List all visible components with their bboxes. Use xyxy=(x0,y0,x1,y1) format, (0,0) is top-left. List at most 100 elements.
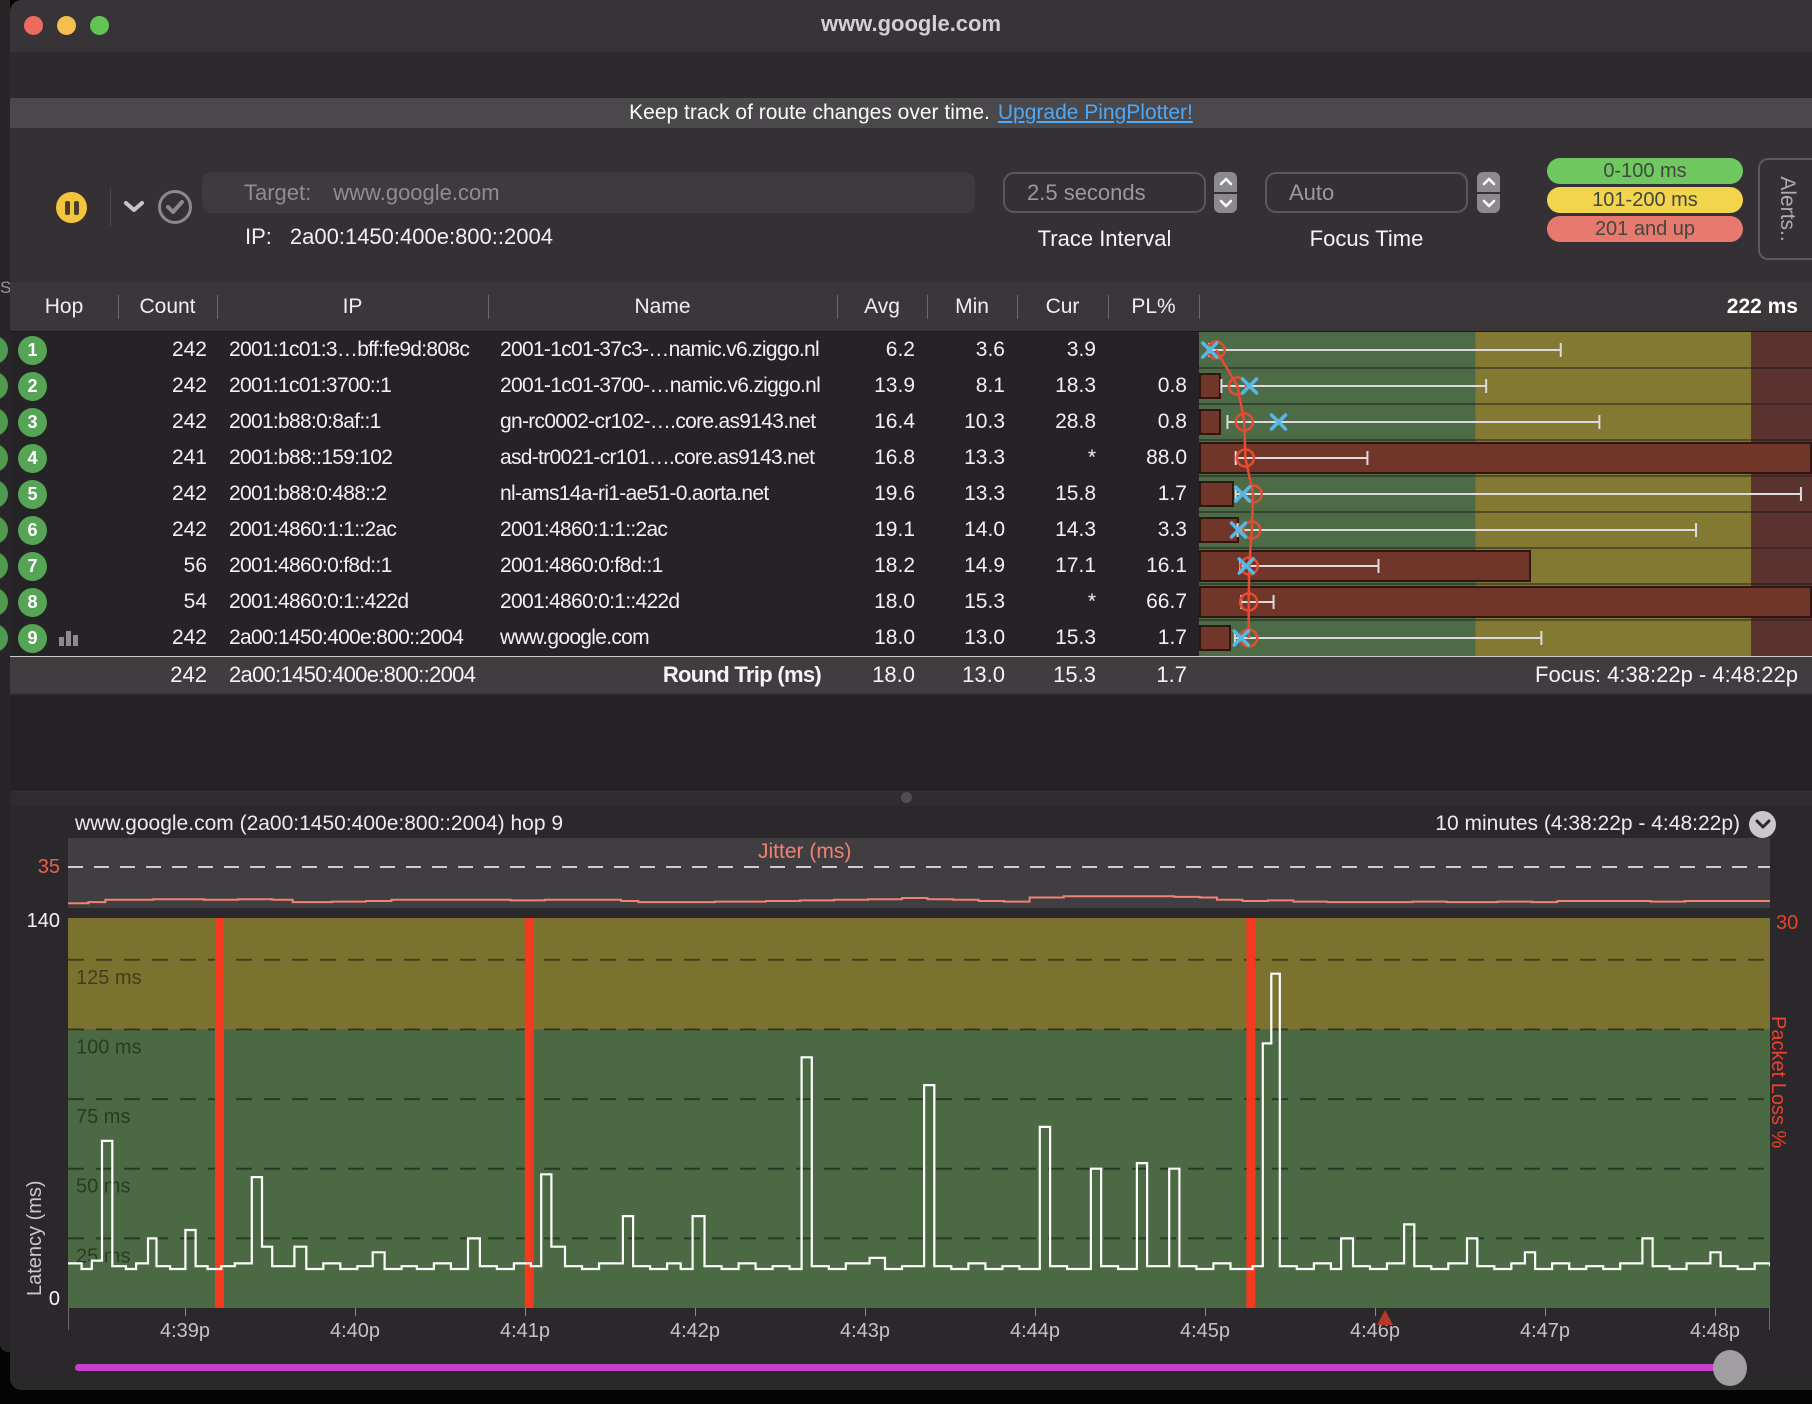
table-body: 12422001:1c01:3…bff:fe9d:808c2001-1c01-3… xyxy=(10,332,1812,656)
background-window-text: S xyxy=(0,278,10,298)
trace-interval-select[interactable]: 2.5 seconds xyxy=(1003,172,1206,213)
target-input-label: Target: xyxy=(244,180,311,206)
hop-number-badge: 1 xyxy=(18,336,47,365)
column-header-count[interactable]: Count xyxy=(118,282,217,331)
splitter-handle-icon[interactable] xyxy=(901,792,912,803)
hop-ip: 2001:4860:1:1::2ac xyxy=(217,512,488,548)
hop-graph-cell xyxy=(1199,512,1812,548)
column-header-cur[interactable]: Cur xyxy=(1017,282,1108,331)
hop-graph-cell xyxy=(1199,440,1812,476)
focus-time-stepper[interactable] xyxy=(1477,172,1500,213)
round-trip-count: 242 xyxy=(118,657,217,693)
latency-axis-max: 140 xyxy=(10,910,60,933)
round-trip-pl: 1.7 xyxy=(1108,657,1199,693)
hop-count: 242 xyxy=(118,404,217,440)
hop-name: www.google.com xyxy=(488,620,837,656)
stepper-up-icon[interactable] xyxy=(1214,172,1237,192)
hop-ip: 2001:1c01:3700::1 xyxy=(217,368,488,404)
background-hop-badge xyxy=(0,444,8,472)
round-trip-min: 13.0 xyxy=(927,657,1017,693)
time-tick-label: 4:44p xyxy=(990,1320,1080,1343)
panel-gap xyxy=(10,695,1812,789)
table-row-hop-8[interactable]: 8542001:4860:0:1::422d2001:4860:0:1::422… xyxy=(10,584,1812,620)
legend-pill: 201 and up xyxy=(1547,216,1743,242)
hop-pl: 0.8 xyxy=(1108,368,1199,404)
stepper-up-icon[interactable] xyxy=(1477,172,1500,192)
time-tick-label: 4:47p xyxy=(1500,1320,1590,1343)
upgrade-link[interactable]: Upgrade PingPlotter! xyxy=(998,101,1193,125)
hop-name: 2001-1c01-3700-…namic.v6.ziggo.nl xyxy=(488,368,837,404)
hop-min: 3.6 xyxy=(927,332,1017,368)
hop-graph-cell xyxy=(1199,368,1812,404)
column-header-name[interactable]: Name xyxy=(488,282,837,331)
round-trip-ip: 2a00:1450:400e:800::2004 xyxy=(217,657,488,693)
banner-text: Keep track of route changes over time. xyxy=(629,101,990,125)
hop-min: 13.3 xyxy=(927,476,1017,512)
chevron-down-icon[interactable] xyxy=(123,200,145,219)
jitter-chart: Jitter (ms) xyxy=(68,838,1770,908)
timeline-scrollbar[interactable] xyxy=(75,1364,1740,1371)
hop-graph-cell xyxy=(1199,584,1812,620)
table-row-hop-5[interactable]: 52422001:b88:0:488::2nl-ams14a-ri1-ae51-… xyxy=(10,476,1812,512)
svg-text:75 ms: 75 ms xyxy=(76,1106,130,1128)
trace-interval-stepper[interactable] xyxy=(1214,172,1237,213)
scrollbar-handle[interactable] xyxy=(1713,1350,1747,1386)
hop-min: 14.9 xyxy=(927,548,1017,584)
table-row-hop-6[interactable]: 62422001:4860:1:1::2ac2001:4860:1:1::2ac… xyxy=(10,512,1812,548)
legend-pill: 0-100 ms xyxy=(1547,158,1743,184)
trace-interval-label: Trace Interval xyxy=(953,226,1256,252)
table-row-hop-9[interactable]: 92422a00:1450:400e:800::2004www.google.c… xyxy=(10,620,1812,656)
stepper-down-icon[interactable] xyxy=(1477,194,1500,214)
column-header-min[interactable]: Min xyxy=(927,282,1017,331)
svg-text:25 ms: 25 ms xyxy=(76,1245,130,1267)
time-tick-label: 4:43p xyxy=(820,1320,910,1343)
time-tick-label: 4:41p xyxy=(480,1320,570,1343)
table-header: HopCountIPNameAvgMinCurPL%222 ms xyxy=(10,282,1812,332)
hop-avg: 13.9 xyxy=(837,368,927,404)
trace-status-icon[interactable] xyxy=(158,190,192,224)
hop-number-badge: 6 xyxy=(18,516,47,545)
background-hop-badge xyxy=(0,480,8,508)
hop-avg: 16.8 xyxy=(837,440,927,476)
column-header-ip[interactable]: IP xyxy=(217,282,488,331)
stepper-down-icon[interactable] xyxy=(1214,194,1237,214)
table-row-hop-4[interactable]: 42412001:b88::159:102asd-tr0021-cr101….c… xyxy=(10,440,1812,476)
hop-min: 13.3 xyxy=(927,440,1017,476)
hop-name: 2001:4860:0:1::422d xyxy=(488,584,837,620)
background-hop-badge xyxy=(0,336,8,364)
hop-pl: 88.0 xyxy=(1108,440,1199,476)
hop-graph-cell xyxy=(1199,332,1812,368)
hop-avg: 19.6 xyxy=(837,476,927,512)
table-row-hop-7[interactable]: 7562001:4860:0:f8d::12001:4860:0:f8d::11… xyxy=(10,548,1812,584)
latency-chart[interactable]: 125 ms100 ms75 ms50 ms25 ms xyxy=(68,918,1770,1308)
time-tick-label: 4:39p xyxy=(140,1320,230,1343)
focus-time-select[interactable]: Auto xyxy=(1265,172,1468,213)
column-header-avg[interactable]: Avg xyxy=(837,282,927,331)
pause-button[interactable] xyxy=(56,192,87,223)
table-row-hop-2[interactable]: 22422001:1c01:3700::12001-1c01-3700-…nam… xyxy=(10,368,1812,404)
hop-cur: 17.1 xyxy=(1017,548,1108,584)
hop-count: 54 xyxy=(118,584,217,620)
column-header-plpct[interactable]: PL% xyxy=(1108,282,1199,331)
time-tick-label: 4:46p xyxy=(1330,1320,1420,1343)
table-row-hop-3[interactable]: 32422001:b88:0:8af::1gn-rc0002-cr102-….c… xyxy=(10,404,1812,440)
timeline-range-label[interactable]: 10 minutes (4:38:22p - 4:48:22p) xyxy=(1435,812,1740,836)
hop-number-badge: 8 xyxy=(18,588,47,617)
hop-pl: 0.8 xyxy=(1108,404,1199,440)
jitter-axis-max: 35 xyxy=(10,856,60,879)
timeline-scale-button[interactable] xyxy=(1749,811,1776,838)
alerts-tab[interactable]: Alerts.. xyxy=(1758,158,1812,260)
hop-number-badge: 7 xyxy=(18,552,47,581)
target-input[interactable]: Target: www.google.com xyxy=(202,172,975,213)
hop-count: 242 xyxy=(118,620,217,656)
hop-name: nl-ams14a-ri1-ae51-0.aorta.net xyxy=(488,476,837,512)
hop-number-badge: 5 xyxy=(18,480,47,509)
hop-avg: 18.0 xyxy=(837,584,927,620)
hop-ip: 2a00:1450:400e:800::2004 xyxy=(217,620,488,656)
round-trip-row[interactable]: 242 2a00:1450:400e:800::2004 Round Trip … xyxy=(10,656,1812,693)
hop-name: 2001:4860:0:f8d::1 xyxy=(488,548,837,584)
hop-pl: 1.7 xyxy=(1108,620,1199,656)
table-row-hop-1[interactable]: 12422001:1c01:3…bff:fe9d:808c2001-1c01-3… xyxy=(10,332,1812,368)
trace-table: HopCountIPNameAvgMinCurPL%222 ms 1242200… xyxy=(10,282,1812,693)
column-header-hop[interactable]: Hop xyxy=(10,282,118,331)
